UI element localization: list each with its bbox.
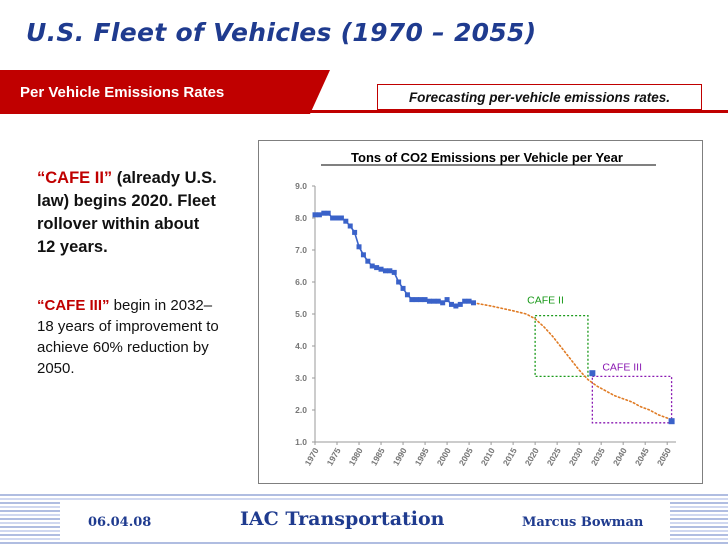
historical-point — [426, 298, 432, 304]
historical-point — [330, 215, 336, 221]
x-tick-label: 1990 — [391, 446, 409, 468]
chart-title: Tons of CO2 Emissions per Vehicle per Ye… — [351, 150, 623, 165]
cafe3-text: begin in 2032– 18 years of improvement t… — [37, 297, 219, 377]
x-tick-label: 2035 — [589, 446, 607, 468]
historical-point — [365, 258, 371, 264]
cafe2-label: CAFE II — [527, 295, 564, 307]
historical-point — [470, 300, 476, 306]
slide-title: U.S. Fleet of Vehicles (1970 – 2055) — [26, 18, 537, 47]
y-tick-label: 1.0 — [295, 437, 307, 447]
y-tick-label: 9.0 — [295, 181, 307, 191]
historical-point — [457, 301, 463, 307]
historical-point — [409, 297, 415, 303]
historical-point — [343, 218, 349, 224]
historical-point — [382, 268, 388, 274]
historical-point — [462, 298, 468, 304]
x-tick-label: 1980 — [347, 446, 365, 468]
historical-point — [347, 223, 353, 229]
historical-point — [378, 266, 384, 272]
x-tick-label: 1985 — [369, 446, 387, 468]
x-tick-label: 2000 — [435, 446, 453, 468]
x-tick-label: 2020 — [523, 446, 541, 468]
y-tick-label: 2.0 — [295, 405, 307, 415]
x-tick-label: 2050 — [655, 446, 673, 468]
x-tick-label: 1975 — [325, 446, 343, 468]
left-text: “CAFE II” (already U.S. law) begins 2020… — [37, 167, 222, 379]
chart-frame: Tons of CO2 Emissions per Vehicle per Ye… — [258, 140, 703, 484]
cafe3-paragraph: “CAFE III” begin in 2032– 18 years of im… — [37, 295, 222, 379]
historical-point — [413, 297, 419, 303]
y-tick-label: 4.0 — [295, 341, 307, 351]
historical-point — [369, 263, 375, 269]
y-tick-label: 7.0 — [295, 245, 307, 255]
y-tick-label: 5.0 — [295, 309, 307, 319]
highlight-point — [668, 418, 675, 425]
footer-date: 06.04.08 — [88, 515, 152, 530]
section-title: Per Vehicle Emissions Rates — [20, 84, 225, 101]
forecast-line — [472, 302, 673, 421]
historical-point — [325, 210, 331, 216]
historical-point — [396, 279, 402, 285]
cafe2-label: “CAFE II” — [37, 169, 113, 187]
cafe2-text: (already U.S. law) begins 2020. Fleet ro… — [37, 169, 217, 256]
x-tick-label: 2025 — [545, 446, 563, 468]
emissions-chart: Tons of CO2 Emissions per Vehicle per Ye… — [295, 150, 676, 468]
historical-point — [448, 301, 454, 307]
x-tick-label: 2030 — [567, 446, 585, 468]
footer-title: IAC Transportation — [240, 508, 445, 530]
historical-point — [356, 244, 362, 250]
historical-point — [431, 298, 437, 304]
y-tick-label: 3.0 — [295, 373, 307, 383]
y-tick-label: 6.0 — [295, 277, 307, 287]
x-tick-label: 1995 — [413, 446, 431, 468]
cafe3-label: “CAFE III” — [37, 297, 110, 314]
cafe2-box — [534, 314, 589, 378]
historical-point — [360, 252, 366, 258]
y-tick-label: 8.0 — [295, 213, 307, 223]
historical-point — [422, 297, 428, 303]
cafe3-label: CAFE III — [602, 361, 642, 373]
x-tick-label: 2045 — [633, 446, 651, 468]
x-tick-label: 2005 — [457, 446, 475, 468]
section-banner — [0, 70, 728, 114]
historical-point — [440, 300, 446, 306]
historical-point — [418, 297, 424, 303]
cafe2-paragraph: “CAFE II” (already U.S. law) begins 2020… — [37, 167, 222, 259]
historical-point — [387, 268, 393, 274]
historical-point — [391, 269, 397, 275]
x-tick-label: 2040 — [611, 446, 629, 468]
forecast-note: Forecasting per-vehicle emissions rates. — [377, 84, 702, 110]
x-tick-label: 2010 — [479, 446, 497, 468]
x-tick-label: 1970 — [303, 446, 321, 468]
footer-author: Marcus Bowman — [522, 515, 644, 530]
historical-point — [400, 285, 406, 291]
historical-point — [338, 215, 344, 221]
historical-point — [334, 215, 340, 221]
historical-point — [352, 229, 358, 235]
historical-point — [404, 292, 410, 298]
historical-point — [374, 265, 380, 271]
historical-line — [315, 212, 474, 307]
x-tick-label: 2015 — [501, 446, 519, 468]
historical-point — [466, 298, 472, 304]
historical-point — [435, 298, 441, 304]
historical-point — [444, 297, 450, 303]
historical-point — [316, 212, 322, 218]
historical-point — [453, 303, 459, 309]
historical-point — [312, 212, 318, 218]
footer-bar — [0, 494, 728, 546]
highlight-point — [589, 370, 596, 377]
cafe3-box — [591, 375, 673, 424]
historical-point — [321, 210, 327, 216]
